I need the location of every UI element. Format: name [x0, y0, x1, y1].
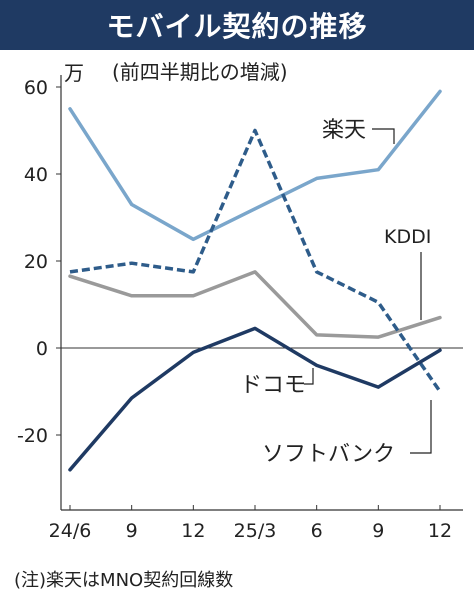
x-ticks: 24/6 9 12 25/3 6 9 12 [49, 505, 452, 542]
y-tick-label: 60 [24, 77, 48, 99]
label-rakuten: 楽天 [322, 118, 366, 143]
x-tick-label: 9 [126, 520, 138, 542]
x-tick-label: 12 [181, 520, 205, 542]
x-tick-label: 9 [372, 520, 384, 542]
series-line-0 [68, 89, 442, 242]
leader-softbank [410, 400, 432, 454]
y-tick-label: 20 [24, 251, 48, 273]
label-docomo: ドコモ [240, 373, 306, 398]
series-layer [68, 89, 442, 472]
x-tick-label: 12 [428, 520, 452, 542]
leader-rakuten [372, 128, 395, 144]
y-tick-label: -20 [17, 425, 48, 447]
y-axis-unit: 万 [64, 61, 84, 85]
y-ticks: 60 40 20 0 -20 [17, 77, 61, 447]
x-tick-label: 24/6 [49, 520, 92, 542]
footnote: (注)楽天はMNO契約回線数 [14, 570, 234, 591]
label-kddi: KDDI [384, 226, 431, 248]
series-line-1 [69, 128, 442, 393]
x-tick-label: 25/3 [234, 520, 277, 542]
y-tick-label: 40 [24, 164, 48, 186]
leader-docomo [304, 368, 314, 385]
series-line-2 [68, 270, 442, 339]
chart-subtitle: (前四半期比の増減) [112, 60, 288, 84]
series-line-3 [68, 326, 442, 472]
y-tick-label: 0 [36, 338, 48, 360]
label-softbank: ソフトバンク [262, 442, 395, 467]
x-tick-label: 6 [311, 520, 323, 542]
chart-title: モバイル契約の推移 [0, 0, 474, 50]
